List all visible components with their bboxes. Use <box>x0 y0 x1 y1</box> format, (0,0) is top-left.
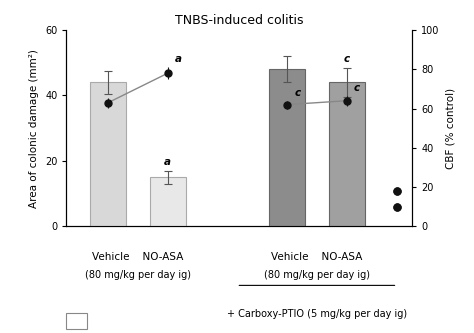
Text: Vehicle    NO-ASA: Vehicle NO-ASA <box>92 252 183 262</box>
Text: a: a <box>175 54 182 64</box>
Y-axis label: Area of colonic damage (mm²): Area of colonic damage (mm²) <box>29 49 39 208</box>
Text: Vehicle    NO-ASA: Vehicle NO-ASA <box>271 252 363 262</box>
Text: (80 mg/kg per day ig): (80 mg/kg per day ig) <box>264 270 370 280</box>
Text: a: a <box>164 157 171 167</box>
Text: + Carboxy-PTIO (5 mg/kg per day ig): + Carboxy-PTIO (5 mg/kg per day ig) <box>227 309 407 319</box>
Y-axis label: CBF (% control): CBF (% control) <box>446 88 456 169</box>
Text: c: c <box>294 88 301 98</box>
Bar <box>269 69 305 226</box>
Text: c: c <box>344 54 350 64</box>
Title: TNBS-induced colitis: TNBS-induced colitis <box>175 14 304 27</box>
Bar <box>329 82 365 226</box>
Bar <box>90 82 126 226</box>
Bar <box>150 177 186 226</box>
Text: (80 mg/kg per day ig): (80 mg/kg per day ig) <box>85 270 191 280</box>
Bar <box>66 313 87 329</box>
Text: c: c <box>354 83 360 93</box>
